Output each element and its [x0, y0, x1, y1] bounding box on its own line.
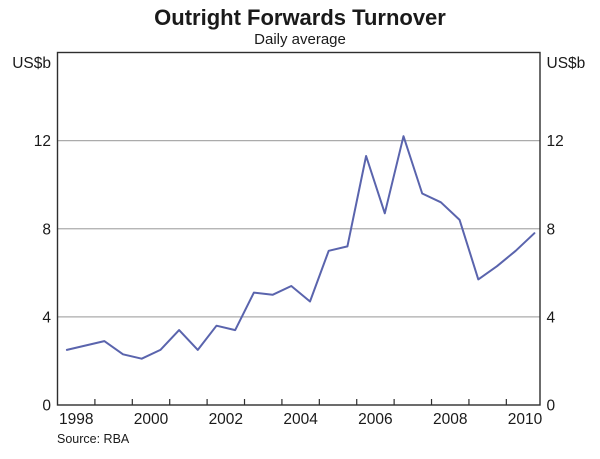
x-year-label-2002: 2002 — [209, 411, 243, 428]
y-tick-label-right-0: 0 — [547, 398, 556, 415]
unit-label-left: US$b — [12, 55, 51, 72]
chart-title: Outright Forwards Turnover — [154, 5, 446, 30]
y-tick-label-left-0: 0 — [42, 398, 51, 415]
x-year-label-2000: 2000 — [134, 411, 169, 428]
y-tick-label-right-8: 8 — [547, 221, 556, 238]
x-year-label-2006: 2006 — [358, 411, 392, 428]
plot-frame — [56, 51, 541, 406]
y-tick-label-right-12: 12 — [547, 133, 564, 150]
x-year-label-2010: 2010 — [508, 411, 543, 428]
unit-label-right: US$b — [547, 55, 586, 72]
chart-subtitle: Daily average — [254, 31, 346, 48]
y-tick-label-left-8: 8 — [42, 221, 51, 238]
x-year-label-2008: 2008 — [433, 411, 467, 428]
y-tick-label-right-4: 4 — [547, 309, 556, 326]
source-note: Source: RBA — [57, 432, 130, 446]
y-tick-label-left-12: 12 — [34, 133, 51, 150]
x-year-label-1998: 1998 — [59, 411, 93, 428]
y-tick-label-left-4: 4 — [42, 309, 51, 326]
x-year-label-2004: 2004 — [283, 411, 318, 428]
turnover-line — [65, 135, 536, 360]
